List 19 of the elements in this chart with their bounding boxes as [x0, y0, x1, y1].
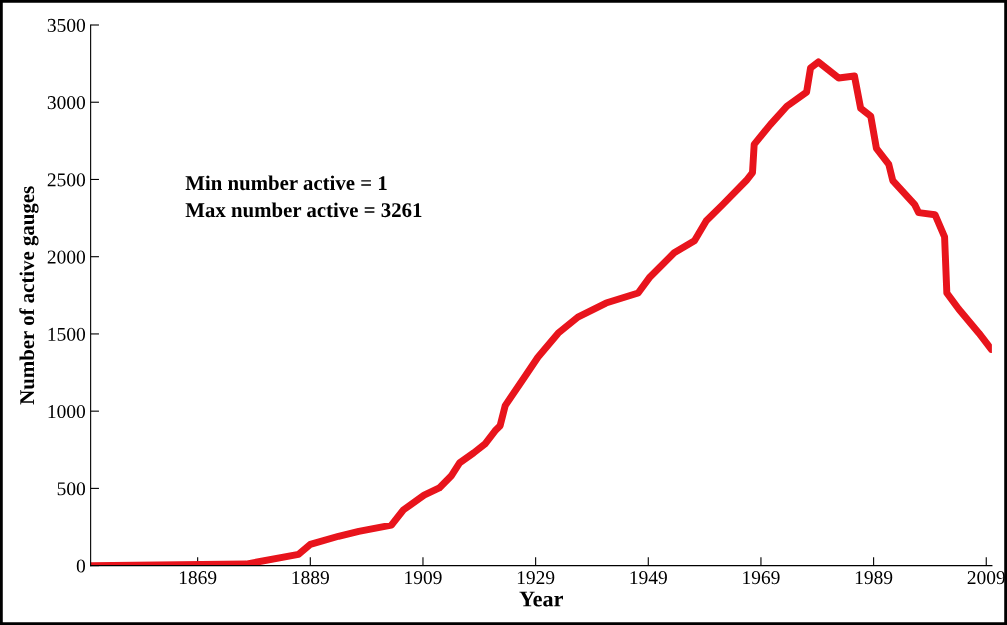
x-tick-label: 1889 — [292, 571, 329, 585]
y-tick-label: 500 — [57, 482, 86, 496]
y-tick-label: 3500 — [47, 18, 86, 32]
x-tick-label: 1909 — [405, 571, 442, 585]
y-tick-label: 1000 — [48, 404, 86, 419]
x-tick-label: 1929 — [517, 571, 555, 585]
x-tick-label: 1869 — [179, 571, 217, 585]
x-tick-label: 1989 — [855, 571, 893, 585]
x-tick-label: 1969 — [743, 571, 780, 585]
x-tick-label: 1949 — [630, 571, 667, 585]
y-tick-label: 0 — [76, 559, 86, 573]
y-tick-label: 1500 — [48, 327, 86, 341]
y-axis-title: Number of active gauges — [19, 186, 39, 405]
y-tick-label: 3000 — [47, 96, 86, 110]
y-tick-label: 2500 — [47, 173, 86, 187]
annotation: Min number active = 1 — [185, 175, 387, 191]
annotation: Max number active = 3261 — [185, 202, 422, 218]
y-tick-label: 2000 — [47, 250, 86, 264]
x-axis-title: Year — [519, 591, 563, 607]
